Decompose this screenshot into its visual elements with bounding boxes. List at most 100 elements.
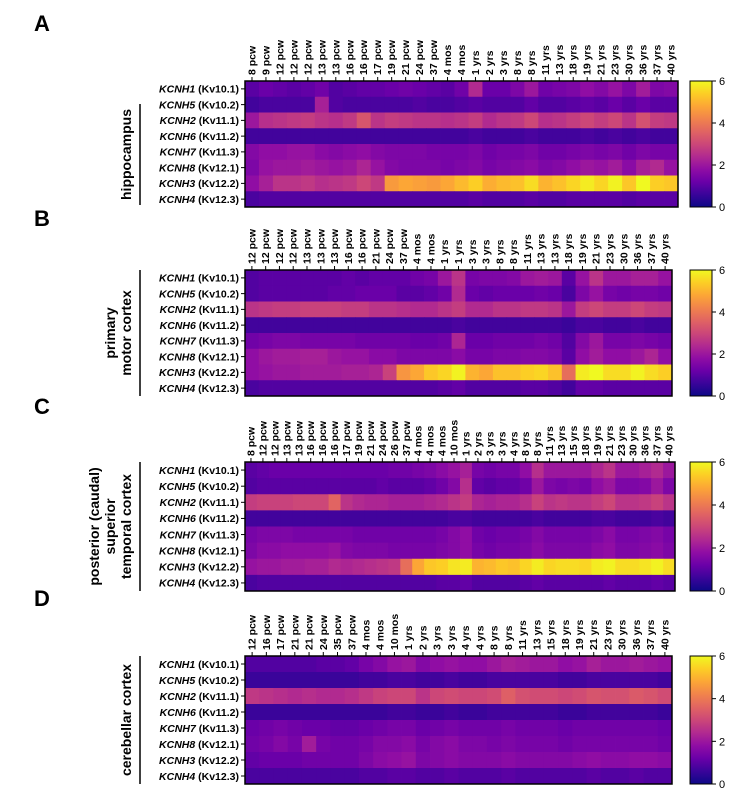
heatmap-cell — [387, 656, 402, 673]
colorbar-tick-label: 4 — [719, 694, 725, 706]
heatmap-cell — [622, 128, 637, 145]
heatmap-cell — [256, 574, 270, 592]
heatmap-cell — [579, 558, 592, 576]
heatmap-cell — [538, 96, 553, 113]
heatmap-cell — [510, 175, 525, 192]
heatmap-cell — [520, 317, 535, 334]
heatmap-cell — [454, 81, 469, 98]
heatmap-cell — [368, 317, 384, 334]
x-tick-label: 4 mos — [425, 425, 437, 456]
x-tick-label: 36 yrs — [632, 233, 644, 264]
heatmap-cell — [448, 558, 461, 576]
x-tick-label: 37 pcw — [346, 614, 358, 650]
heatmap-cell — [579, 526, 592, 544]
x-tick-label: 1 yrs — [403, 625, 415, 650]
x-tick-label: 17 pcw — [372, 39, 384, 75]
heatmap-cell — [515, 720, 531, 737]
heatmap-cell — [342, 112, 358, 129]
heatmap-cell — [245, 558, 258, 576]
heatmap-cell — [300, 270, 315, 287]
heatmap-cell — [292, 478, 306, 495]
heatmap-cell — [529, 672, 545, 689]
heatmap-cell — [644, 270, 659, 287]
gene-label: KCNH8 (Kv12.1) — [159, 545, 239, 557]
heatmap-cell — [510, 96, 525, 113]
gene-symbol: KCNH5 — [159, 675, 195, 687]
heatmap-cell — [507, 542, 521, 560]
heatmap-cell — [651, 494, 664, 511]
heatmap-cell — [650, 191, 665, 208]
heatmap-cell — [286, 144, 302, 161]
heatmap-cell — [627, 510, 640, 527]
heatmap-cell — [482, 175, 497, 192]
heatmap-cell — [627, 526, 640, 544]
x-tick-label: 8 yrs — [503, 625, 515, 650]
heatmap-cell — [388, 494, 401, 511]
heatmap-cell — [245, 688, 260, 705]
x-tick-label: 19 yrs — [592, 425, 604, 456]
x-tick-label: 37 yrs — [652, 425, 664, 456]
heatmap-cell — [258, 191, 274, 208]
heatmap-cell — [364, 494, 377, 511]
heatmap-cell — [410, 348, 425, 365]
heatmap-cell — [313, 380, 329, 397]
heatmap-cell — [280, 542, 294, 560]
x-tick-label: 8 pcw — [247, 45, 259, 75]
heatmap-cell — [482, 128, 497, 145]
x-tick-label: 1 yrs — [470, 50, 482, 75]
heatmap-cell — [492, 301, 508, 318]
heatmap-cell — [436, 526, 449, 544]
heatmap-cell — [496, 191, 511, 208]
heatmap-cell — [448, 462, 461, 479]
heatmap-cell — [543, 656, 559, 673]
heatmap-cell — [566, 96, 581, 113]
heatmap-cell — [643, 720, 659, 737]
x-tick-label: 12 pcw — [288, 39, 300, 75]
heatmap-cell — [355, 317, 370, 334]
heatmap-cell — [258, 81, 274, 98]
heatmap-cell — [510, 128, 525, 145]
channel-name: (Kv12.2) — [195, 755, 239, 767]
gene-symbol: KCNH2 — [160, 115, 196, 127]
heatmap-cell — [479, 380, 494, 397]
heatmap-cell — [524, 159, 539, 176]
x-tick-label: 19 yrs — [582, 44, 594, 75]
x-tick-label: 4 yrs — [460, 625, 472, 650]
heatmap-cell — [304, 462, 318, 479]
heatmap-cell — [558, 736, 573, 753]
heatmap-cell — [510, 112, 525, 129]
x-tick-label: 23 yrs — [616, 425, 628, 456]
heatmap-cell — [501, 720, 516, 737]
x-tick-label: 18 yrs — [560, 619, 572, 650]
x-tick-label: 4 mos — [442, 44, 454, 75]
heatmap-cell — [314, 159, 330, 176]
heatmap-cell — [396, 380, 411, 397]
heatmap-cell — [538, 81, 553, 98]
heatmap-cell — [538, 191, 553, 208]
heatmap-cell — [376, 574, 389, 592]
heatmap-cell — [483, 542, 497, 560]
heatmap-cell — [444, 720, 459, 737]
heatmap-cell — [258, 380, 273, 397]
heatmap-cell — [468, 175, 483, 192]
heatmap-cell — [622, 144, 637, 161]
heatmap-cell — [458, 688, 474, 705]
heatmap-cell — [529, 704, 545, 721]
heatmap-cell — [273, 672, 289, 689]
heatmap-cell — [352, 526, 365, 544]
heatmap-cell — [396, 317, 411, 334]
heatmap-cell — [472, 768, 488, 785]
heatmap-cell — [603, 364, 618, 381]
heatmap-cell — [608, 159, 623, 176]
heatmap-cell — [650, 96, 665, 113]
heatmap-cell — [486, 688, 502, 705]
heatmap-cell — [644, 380, 659, 397]
x-tick-label: 36 yrs — [638, 44, 650, 75]
heatmap-cell — [328, 478, 341, 495]
heatmap-cell — [273, 720, 289, 737]
heatmap-cell — [316, 558, 330, 576]
x-tick-label: 19 pcw — [386, 39, 398, 75]
heatmap-cell — [615, 704, 630, 721]
heatmap-cell — [629, 720, 644, 737]
heatmap-cell — [458, 672, 474, 689]
